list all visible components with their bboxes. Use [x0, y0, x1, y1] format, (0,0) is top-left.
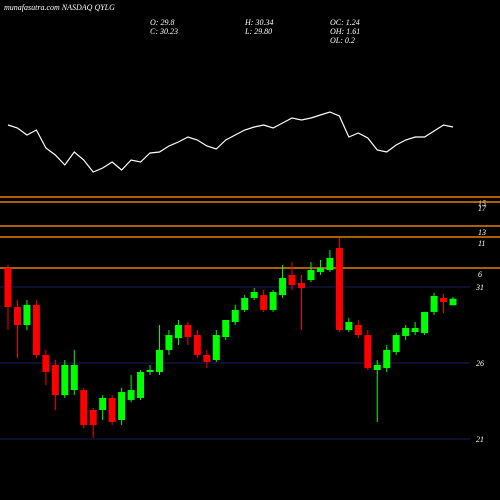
candle-body — [364, 335, 372, 369]
candle-body — [42, 354, 50, 372]
candle-body — [421, 311, 429, 334]
candle-body — [260, 295, 268, 310]
ohlc-info: H: 30.34 — [244, 18, 273, 27]
ohlc-info: OL: 0.2 — [330, 36, 355, 45]
candle-body — [279, 278, 287, 296]
candle-body — [89, 409, 97, 426]
candle-body — [108, 397, 116, 422]
ohlc-info: C: 30.23 — [150, 27, 178, 36]
candle-body — [184, 325, 192, 338]
candle-body — [80, 390, 88, 426]
level-label: 6 — [478, 270, 482, 279]
candle-body — [165, 335, 173, 350]
candle-body — [383, 349, 391, 369]
candle-body — [146, 369, 154, 372]
candle-body — [288, 274, 296, 286]
y-tick-label: 21 — [476, 435, 484, 444]
ohlc-info: O: 29.8 — [150, 18, 174, 27]
candle-body — [326, 257, 334, 270]
candle-body — [430, 295, 438, 312]
ohlc-info: L: 29.80 — [244, 27, 272, 36]
candle-body — [155, 349, 163, 372]
candle-body — [222, 319, 230, 338]
candle-body — [231, 309, 239, 322]
candle-body — [212, 335, 220, 360]
ohlc-info: OH: 1.61 — [330, 27, 360, 36]
candle-body — [99, 397, 107, 410]
level-label: 11 — [478, 239, 485, 248]
level-label: 17 — [478, 204, 487, 213]
candle-body — [118, 392, 126, 420]
indicator-line — [7, 111, 454, 173]
candle-body — [70, 364, 78, 391]
candle-body — [402, 328, 410, 336]
candle-body — [316, 268, 324, 272]
level-label: 13 — [478, 228, 486, 237]
candle-body — [127, 390, 135, 400]
candle-body — [4, 268, 12, 308]
candle-body — [23, 304, 31, 325]
candle-body — [411, 328, 419, 332]
candle-body — [373, 364, 381, 370]
y-tick-label: 26 — [476, 359, 484, 368]
candle-body — [193, 335, 201, 355]
candle-body — [345, 321, 353, 331]
candle-body — [137, 371, 145, 398]
y-tick-label: 31 — [475, 283, 484, 292]
candle-body — [174, 325, 182, 339]
candle-body — [241, 297, 249, 310]
candle-body — [354, 325, 362, 336]
level-label: 15 — [478, 199, 486, 208]
candle-body — [298, 283, 306, 289]
candle-body — [335, 247, 343, 331]
ohlc-info: OC: 1.24 — [330, 18, 360, 27]
candle-body — [307, 269, 315, 281]
candle-body — [449, 298, 457, 306]
candle-body — [203, 354, 211, 362]
candle-body — [269, 292, 277, 310]
candle-body — [440, 297, 448, 303]
candle-body — [32, 304, 40, 355]
candle-body — [51, 364, 59, 396]
candle-body — [13, 307, 21, 325]
candle-body — [392, 335, 400, 353]
candle-body — [250, 292, 258, 298]
candle-body — [61, 364, 69, 396]
chart-title: munafasutra.com NASDAQ QYLG — [4, 3, 115, 12]
